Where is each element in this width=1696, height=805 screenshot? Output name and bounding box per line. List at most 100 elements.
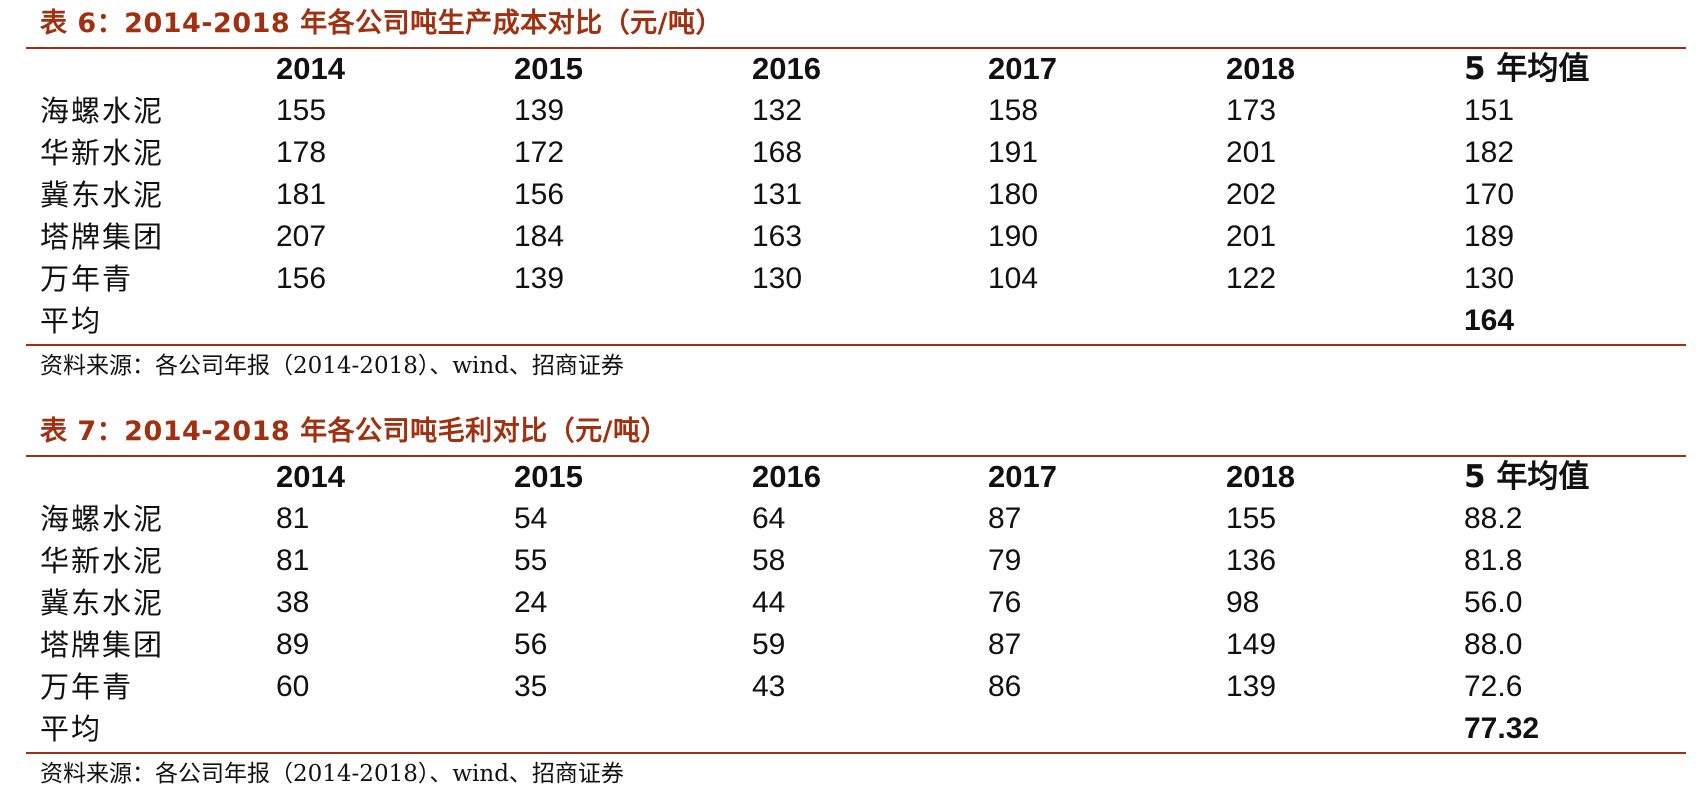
table-row: 万年青 60 35 43 86 139 72.6 — [40, 666, 1680, 708]
table-cell: 72.6 — [1464, 670, 1523, 703]
table-cell: 151 — [1464, 94, 1515, 127]
table-row: 华新水泥 178 172 168 191 201 182 — [40, 132, 1680, 174]
table-top-rule — [26, 47, 1686, 49]
cost-table: 2014 2015 2016 2017 2018 5 年均值 海螺水泥 155 … — [40, 48, 1680, 342]
table-cell: 132 — [752, 94, 803, 127]
table-row: 冀东水泥 38 24 44 76 98 56.0 — [40, 582, 1680, 624]
table-cell: 178 — [276, 136, 327, 169]
header-year: 2015 — [514, 51, 583, 86]
table-cell: 24 — [514, 586, 548, 619]
company-label: 华新水泥 — [40, 136, 165, 170]
table-cell: 139 — [514, 262, 565, 295]
header-year: 2016 — [752, 51, 821, 86]
table-cell: 122 — [1226, 262, 1277, 295]
table-cell: 81 — [276, 502, 310, 535]
table-cell: 139 — [1226, 670, 1277, 703]
table-bottom-rule — [26, 344, 1686, 346]
company-label: 海螺水泥 — [40, 502, 165, 536]
company-label: 冀东水泥 — [40, 586, 165, 620]
table-cell: 168 — [752, 136, 803, 169]
table-cell: 81 — [276, 544, 310, 577]
average-label: 平均 — [40, 712, 103, 746]
table-cell: 182 — [1464, 136, 1515, 169]
table-cell: 54 — [514, 502, 548, 535]
average-label: 平均 — [40, 304, 103, 338]
table-cell: 88.2 — [1464, 502, 1523, 535]
table-cell: 88.0 — [1464, 628, 1523, 661]
header-five-year-avg: 5 年均值 — [1464, 51, 1590, 87]
table-cell: 189 — [1464, 220, 1515, 253]
table-cell: 180 — [988, 178, 1039, 211]
table-cell: 86 — [988, 670, 1022, 703]
table-cell: 173 — [1226, 94, 1277, 127]
table-cell: 44 — [752, 586, 786, 619]
table-cell: 55 — [514, 544, 548, 577]
table-cell: 76 — [988, 586, 1022, 619]
table-cell: 38 — [276, 586, 310, 619]
table-cell: 79 — [988, 544, 1022, 577]
table-title: 表 7：2014-2018 年各公司吨毛利对比（元/吨） — [40, 416, 668, 447]
header-year: 2016 — [752, 459, 821, 494]
table-cell: 89 — [276, 628, 310, 661]
table-header-row: 2014 2015 2016 2017 2018 5 年均值 — [40, 456, 1680, 498]
gross-profit-table: 2014 2015 2016 2017 2018 5 年均值 海螺水泥 81 5… — [40, 456, 1680, 750]
company-label: 万年青 — [40, 262, 134, 296]
table-cell: 60 — [276, 670, 310, 703]
header-year: 2014 — [276, 51, 345, 86]
table-average-row: 平均 77.32 — [40, 708, 1680, 750]
header-year: 2017 — [988, 51, 1057, 86]
table-row: 塔牌集团 89 56 59 87 149 88.0 — [40, 624, 1680, 666]
table-row: 冀东水泥 181 156 131 180 202 170 — [40, 174, 1680, 216]
table-cell: 155 — [1226, 502, 1277, 535]
company-label: 海螺水泥 — [40, 94, 165, 128]
average-value: 77.32 — [1464, 712, 1540, 745]
header-year: 2014 — [276, 459, 345, 494]
company-label: 万年青 — [40, 670, 134, 704]
table-cell: 201 — [1226, 220, 1277, 253]
table-cell: 136 — [1226, 544, 1277, 577]
table-cell: 35 — [514, 670, 548, 703]
header-five-year-avg: 5 年均值 — [1464, 459, 1590, 495]
table-cell: 158 — [988, 94, 1039, 127]
table-row: 华新水泥 81 55 58 79 136 81.8 — [40, 540, 1680, 582]
company-label: 塔牌集团 — [40, 220, 165, 254]
table-title: 表 6：2014-2018 年各公司吨生产成本对比（元/吨） — [40, 8, 723, 39]
table-average-row: 平均 164 — [40, 300, 1680, 342]
header-year: 2018 — [1226, 459, 1295, 494]
average-value: 164 — [1464, 304, 1515, 337]
table-row: 海螺水泥 81 54 64 87 155 88.2 — [40, 498, 1680, 540]
table-cell: 58 — [752, 544, 786, 577]
table-cell: 191 — [988, 136, 1039, 169]
table-bottom-rule — [26, 752, 1686, 754]
table-header-row: 2014 2015 2016 2017 2018 5 年均值 — [40, 48, 1680, 90]
table-cell: 130 — [1464, 262, 1515, 295]
header-year: 2017 — [988, 459, 1057, 494]
table-cell: 104 — [988, 262, 1039, 295]
table-cell: 156 — [514, 178, 565, 211]
header-year: 2015 — [514, 459, 583, 494]
table-cell: 155 — [276, 94, 327, 127]
table-cell: 87 — [988, 502, 1022, 535]
table-cell: 81.8 — [1464, 544, 1523, 577]
source-note: 资料来源：各公司年报（2014-2018）、wind、招商证券 — [40, 761, 624, 787]
table-cell: 56 — [514, 628, 548, 661]
table-cell: 59 — [752, 628, 786, 661]
table-cell: 64 — [752, 502, 786, 535]
table-cell: 201 — [1226, 136, 1277, 169]
table-cell: 43 — [752, 670, 786, 703]
table-cell: 163 — [752, 220, 803, 253]
table-cell: 181 — [276, 178, 327, 211]
table-cell: 172 — [514, 136, 565, 169]
table-cell: 131 — [752, 178, 803, 211]
table-cell: 207 — [276, 220, 327, 253]
table-cell: 184 — [514, 220, 565, 253]
table-cell: 139 — [514, 94, 565, 127]
table-cell: 149 — [1226, 628, 1277, 661]
table-top-rule — [26, 455, 1686, 457]
table-row: 万年青 156 139 130 104 122 130 — [40, 258, 1680, 300]
header-year: 2018 — [1226, 51, 1295, 86]
company-label: 华新水泥 — [40, 544, 165, 578]
table-cell: 98 — [1226, 586, 1260, 619]
table-cell: 170 — [1464, 178, 1515, 211]
company-label: 冀东水泥 — [40, 178, 165, 212]
